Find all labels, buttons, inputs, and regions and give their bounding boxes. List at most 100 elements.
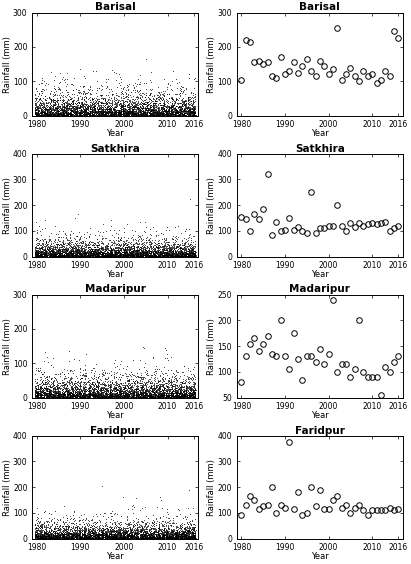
Point [185, 392, 191, 401]
Point [37, 251, 43, 260]
Point [56, 522, 62, 531]
Point [155, 104, 161, 113]
Point [128, 385, 134, 394]
Point [99, 385, 106, 394]
Point [157, 367, 164, 376]
Point [141, 100, 148, 109]
Point [120, 390, 127, 399]
Point [128, 391, 135, 400]
Point [164, 390, 170, 399]
Point [152, 109, 158, 118]
Point [154, 390, 161, 399]
Point [155, 525, 162, 534]
Point [115, 250, 121, 259]
Point [94, 99, 101, 108]
Point [93, 252, 100, 261]
Point [133, 393, 139, 402]
Point [138, 382, 144, 391]
Point [107, 390, 113, 399]
Point [142, 252, 149, 261]
Point [131, 531, 137, 540]
Point [59, 531, 66, 540]
Point [41, 109, 47, 118]
Point [143, 94, 150, 103]
Point [160, 94, 167, 103]
Point [155, 109, 161, 118]
Point [185, 95, 191, 104]
Point [187, 527, 193, 536]
Point [64, 109, 70, 118]
Point [64, 520, 71, 529]
Point [43, 372, 50, 381]
Point [157, 228, 164, 237]
Point [145, 252, 152, 261]
Point [141, 393, 147, 402]
Point [127, 251, 134, 260]
Point [175, 106, 182, 115]
Point [134, 381, 141, 390]
Point [173, 111, 180, 120]
Point [96, 532, 103, 541]
Point [159, 386, 165, 395]
Point [191, 105, 197, 114]
Point [44, 529, 51, 538]
Point [108, 85, 115, 94]
Point [181, 390, 188, 399]
Point [141, 386, 148, 395]
Point [36, 108, 43, 117]
Point [61, 99, 68, 108]
Point [192, 242, 199, 251]
Point [158, 242, 165, 251]
Point [83, 109, 90, 118]
Point [74, 252, 81, 261]
Point [125, 390, 132, 399]
Point [33, 532, 40, 541]
Point [179, 100, 185, 109]
Point [95, 384, 102, 393]
Point [45, 528, 51, 537]
Point [176, 526, 182, 535]
Point [130, 251, 137, 260]
Point [139, 248, 146, 257]
Point [95, 250, 102, 259]
Point [155, 109, 161, 118]
Point [180, 385, 187, 394]
Point [87, 251, 94, 260]
Point [135, 526, 141, 535]
Point [119, 371, 126, 380]
Point [74, 243, 81, 252]
Point [78, 389, 85, 398]
Point [177, 106, 183, 115]
Point [53, 534, 59, 543]
Point [84, 533, 91, 542]
Point [82, 365, 89, 374]
Point [38, 388, 45, 397]
Point [126, 534, 132, 543]
Point [39, 236, 46, 245]
Point [43, 528, 49, 537]
Point [116, 387, 122, 396]
Point [76, 531, 82, 540]
Point [173, 531, 179, 540]
Point [37, 111, 44, 120]
Point [58, 252, 65, 261]
Point [142, 245, 149, 254]
Point [190, 533, 196, 542]
Point [118, 392, 125, 401]
Point [191, 102, 197, 111]
Point [52, 250, 59, 259]
Point [106, 105, 113, 114]
Point [184, 107, 190, 116]
Point [85, 111, 92, 120]
Point [156, 245, 163, 254]
Point [148, 106, 154, 115]
Point [35, 385, 42, 394]
Point [76, 523, 83, 532]
Point [115, 245, 122, 254]
Point [117, 388, 124, 397]
Point [48, 530, 54, 539]
Point [164, 245, 171, 254]
Point [50, 530, 56, 539]
Point [187, 235, 194, 244]
Point [157, 111, 164, 120]
